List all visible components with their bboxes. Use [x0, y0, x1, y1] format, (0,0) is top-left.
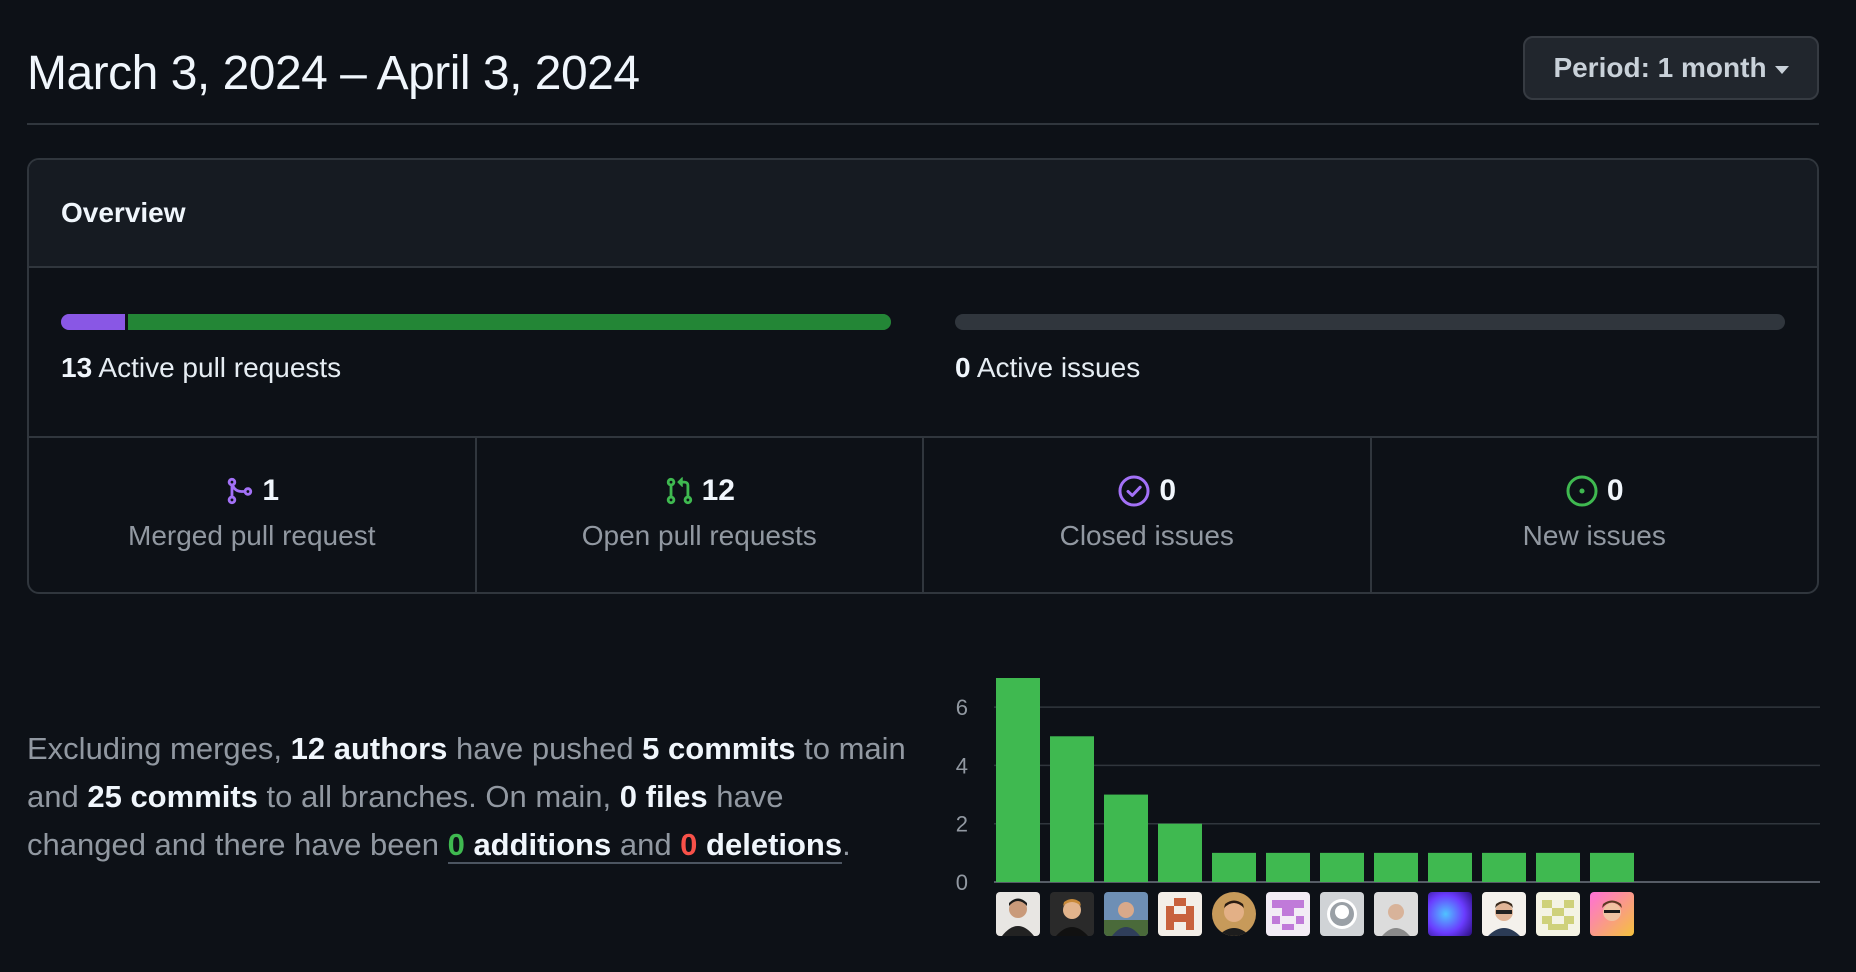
summary-text: have changed and there have been	[27, 779, 784, 862]
issue-closed-icon	[1118, 475, 1150, 507]
commit-summary: Excluding merges, 12 authors have pushed…	[27, 725, 907, 869]
author-avatar[interactable]	[1050, 892, 1094, 936]
date-range-title: March 3, 2024 – April 3, 2024	[27, 47, 640, 100]
active-pull-requests-label: Active pull requests	[98, 352, 342, 383]
pulse-header: March 3, 2024 – April 3, 2024 Period: 1 …	[27, 36, 1819, 125]
author-avatar[interactable]	[1212, 892, 1256, 936]
author-avatar[interactable]	[1266, 892, 1310, 936]
new-issues-count: 0	[1606, 474, 1624, 507]
chart-bar[interactable]	[1050, 736, 1094, 882]
additions-deletions-link[interactable]: 0 additions and 0 deletions	[447, 827, 843, 864]
active-issues-count: 0	[955, 352, 971, 383]
open-label: Open pull requests	[581, 520, 817, 551]
chart-bar[interactable]	[1482, 852, 1526, 882]
summary-text: .	[842, 827, 851, 862]
new-issues-label: New issues	[1522, 520, 1666, 551]
chart-bar[interactable]	[1266, 852, 1310, 882]
merged-segment	[61, 314, 125, 330]
additions-count: 0	[447, 827, 465, 862]
merged-label: Merged pull request	[128, 520, 376, 551]
overview-bars: 13 Active pull requests 0 Active issues	[29, 268, 1817, 438]
period-label: Period: 1 month	[1553, 52, 1767, 83]
chart-bar[interactable]	[1428, 852, 1472, 882]
open-segment	[127, 314, 891, 330]
active-pull-requests-count: 13	[61, 352, 93, 383]
summary-text: to main and	[27, 731, 906, 814]
author-avatar[interactable]	[996, 892, 1040, 936]
author-avatar[interactable]	[1104, 892, 1148, 936]
stat-closed-issues[interactable]: 0 Closed issues	[924, 438, 1372, 592]
overview-panel: Overview 13 Active pull requests 0 Activ…	[27, 158, 1819, 594]
chart-bar[interactable]	[1320, 852, 1364, 882]
author-avatar[interactable]	[1536, 892, 1580, 936]
commits-by-author-chart: 0 2 4 6	[940, 670, 1820, 950]
summary-text: to all branches. On main,	[257, 779, 620, 814]
chart-bar[interactable]	[1536, 852, 1580, 882]
active-pull-requests-caption: 13 Active pull requests	[61, 352, 891, 384]
chart-bar[interactable]	[1212, 852, 1256, 882]
git-pull-request-icon	[666, 477, 692, 505]
active-pull-requests-block[interactable]: 13 Active pull requests	[61, 314, 891, 384]
author-avatar[interactable]	[1428, 892, 1472, 936]
y-tick-label: 6	[956, 695, 968, 720]
closed-count: 0	[1159, 474, 1177, 507]
commits-all-count: 25 commits	[87, 779, 258, 814]
y-tick-label: 4	[956, 753, 968, 778]
open-count: 12	[701, 474, 735, 507]
authors-count: 12 authors	[290, 731, 448, 766]
summary-and: and	[611, 827, 681, 862]
issues-progress-bar	[955, 314, 1785, 330]
commits-main-count: 5 commits	[642, 731, 796, 766]
chart-bar[interactable]	[1104, 794, 1148, 882]
commits-chart-svg: 0 2 4 6	[956, 678, 1820, 895]
y-tick-label: 0	[956, 870, 968, 895]
summary-text: have pushed	[447, 731, 643, 766]
files-changed-count: 0 files	[619, 779, 708, 814]
author-avatar[interactable]	[1374, 892, 1418, 936]
deletions-label: deletions	[697, 827, 843, 862]
closed-label: Closed issues	[1059, 520, 1234, 551]
active-issues-block[interactable]: 0 Active issues	[955, 314, 1785, 384]
active-issues-label: Active issues	[976, 352, 1141, 383]
author-avatar[interactable]	[1482, 892, 1526, 936]
stat-merged-pull-requests[interactable]: 1 Merged pull request	[29, 438, 477, 592]
chart-bar[interactable]	[996, 678, 1040, 882]
additions-label: additions	[464, 827, 612, 862]
pull-requests-progress-bar	[61, 314, 891, 330]
y-tick-label: 2	[956, 812, 968, 837]
chart-bar[interactable]	[1158, 823, 1202, 882]
author-avatar[interactable]	[1320, 892, 1364, 936]
period-dropdown-button[interactable]: Period: 1 month	[1523, 36, 1819, 100]
deletions-count: 0	[680, 827, 698, 862]
segment-gap	[124, 314, 128, 330]
chart-bar[interactable]	[1374, 852, 1418, 882]
author-avatar[interactable]	[1158, 892, 1202, 936]
overview-stats: 1 Merged pull request 12 Open pull reque…	[29, 438, 1817, 592]
active-issues-caption: 0 Active issues	[955, 352, 1785, 384]
git-merge-icon	[228, 477, 253, 505]
summary-text: Excluding merges,	[27, 731, 291, 766]
merged-count: 1	[262, 474, 280, 507]
caret-down-icon	[1774, 65, 1789, 74]
chart-bar[interactable]	[1590, 852, 1634, 882]
stat-new-issues[interactable]: 0 New issues	[1372, 438, 1818, 592]
issue-opened-icon	[1566, 475, 1598, 507]
overview-title: Overview	[61, 197, 186, 228]
overview-header: Overview	[29, 160, 1817, 268]
author-avatar[interactable]	[1590, 892, 1634, 936]
stat-open-pull-requests[interactable]: 12 Open pull requests	[477, 438, 924, 592]
